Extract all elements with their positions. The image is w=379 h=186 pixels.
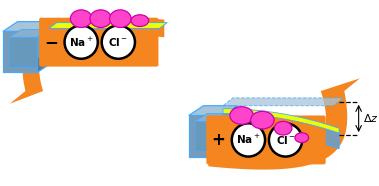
Polygon shape [189,106,238,116]
Polygon shape [189,116,223,157]
Polygon shape [223,113,339,149]
Circle shape [64,25,98,59]
Polygon shape [10,17,164,104]
Polygon shape [49,23,167,28]
Text: $\Delta z$: $\Delta z$ [363,112,378,124]
Polygon shape [37,28,160,37]
Ellipse shape [230,107,254,124]
Polygon shape [3,31,37,73]
Polygon shape [223,106,238,157]
Polygon shape [208,78,360,170]
Polygon shape [9,29,50,37]
Ellipse shape [274,121,292,135]
Polygon shape [37,22,52,73]
Text: Cl$^-$: Cl$^-$ [276,134,296,146]
Text: +: + [211,131,225,149]
Polygon shape [195,113,236,121]
Circle shape [269,123,302,157]
Polygon shape [195,121,223,151]
Polygon shape [37,49,157,57]
FancyBboxPatch shape [39,18,158,67]
Ellipse shape [251,111,274,129]
Polygon shape [9,37,37,67]
Polygon shape [223,109,339,133]
Polygon shape [223,98,343,106]
FancyBboxPatch shape [206,116,326,164]
Text: Cl$^-$: Cl$^-$ [108,36,128,48]
Circle shape [102,25,135,59]
Ellipse shape [131,15,149,26]
Ellipse shape [70,10,92,28]
Text: Na$^+$: Na$^+$ [69,36,94,49]
Ellipse shape [110,10,131,28]
Polygon shape [3,22,52,31]
Circle shape [232,123,265,157]
Text: Na$^+$: Na$^+$ [236,133,261,147]
Ellipse shape [295,133,309,143]
Ellipse shape [90,10,111,28]
Text: −: − [44,33,58,51]
Polygon shape [37,37,148,57]
